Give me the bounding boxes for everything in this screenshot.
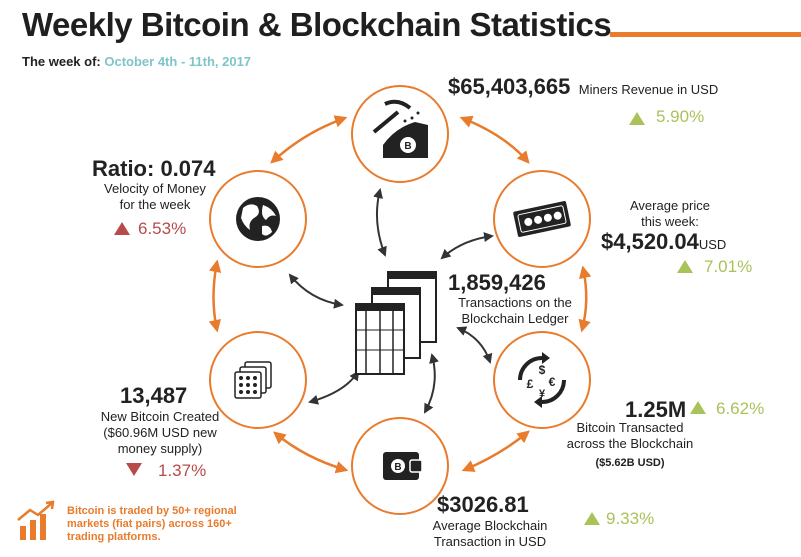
globe-icon [236, 197, 280, 241]
ring-arrow-avgtx-newcoins [273, 431, 349, 474]
newcoins-down-triangle [126, 463, 142, 476]
price-up-triangle [677, 260, 693, 273]
transacted-sub: ($5.62B USD) [595, 457, 665, 469]
velocity-value: Ratio: 0.074 [92, 156, 216, 181]
newcoins-value: 13,487 [120, 383, 188, 408]
spoke-arrow-avgtx [424, 353, 439, 414]
ring-arrow-newcoins-velocity [208, 259, 222, 333]
coin-stacks-icon [234, 361, 272, 399]
center-value: 1,859,426 [448, 270, 546, 295]
price-value: $4,520.04 [601, 229, 699, 254]
newcoins-label-line2: ($60.96M USD new [103, 425, 217, 440]
currency-exchange-icon: $ £ € ¥ [518, 352, 566, 408]
velocity-label-line2: for the week [119, 197, 191, 212]
transacted-label-line1: Bitcoin Transacted [576, 420, 684, 435]
ring-arrow-miners-price [459, 115, 530, 164]
miners-value: $65,403,665 [448, 74, 571, 99]
change-triangles [114, 112, 706, 525]
ring-arrow-transacted-avgtx [461, 430, 530, 472]
svg-text:¥: ¥ [539, 388, 546, 400]
transacted-up-triangle [690, 401, 706, 414]
footnote: Bitcoin is traded by 50+ regional market… [67, 505, 237, 543]
spoke-arrow-miners [373, 188, 387, 257]
transacted-value: 1.25M [625, 397, 687, 422]
avgtx-label: Average Blockchain Transaction in USD [415, 518, 565, 550]
velocity-label-line1: Velocity of Money [104, 181, 206, 196]
mining-pickaxe-icon: B [372, 99, 428, 158]
week-line: The week of: October 4th - 11th, 2017 [22, 54, 251, 69]
newcoins-change: 1.37% [158, 461, 207, 480]
center-label-line2: Blockchain Ledger [461, 311, 569, 326]
svg-text:B: B [404, 141, 411, 152]
miners-stat: $65,403,665 Miners Revenue in USD [448, 74, 718, 100]
price-label-line2: this week: [641, 214, 699, 229]
spoke-arrows [288, 188, 494, 414]
spoke-arrow-newcoins [308, 370, 360, 405]
svg-text:£: £ [527, 377, 534, 391]
ring-arrow-price-transacted [578, 265, 592, 333]
price-stat: $4,520.04USD [601, 229, 726, 255]
page-title: Weekly Bitcoin & Blockchain Statistics [22, 6, 612, 43]
wallet-icon: B [383, 452, 423, 480]
avgtx-change: 9.33% [606, 509, 655, 528]
avgtx-value: $3026.81 [437, 492, 529, 517]
miners-up-triangle [629, 112, 645, 125]
newcoins-label-line3: money supply) [117, 441, 203, 456]
avgtx-up-triangle [584, 512, 600, 525]
price-label-line1: Average price [630, 198, 710, 213]
spoke-arrow-velocity [288, 273, 344, 309]
svg-text:€: € [549, 375, 556, 389]
spoke-arrow-price [440, 232, 494, 260]
miners-change: 5.90% [656, 107, 705, 126]
week-dates: October 4th - 11th, 2017 [104, 54, 252, 69]
price-unit: USD [698, 237, 727, 252]
price-label: Average price this week: [600, 198, 740, 230]
svg-text:B: B [394, 462, 401, 473]
ring-arrow-velocity-miners [270, 115, 348, 164]
avgtx-label-line1: Average Blockchain [432, 518, 548, 533]
velocity-change: 6.53% [138, 219, 187, 238]
transacted-label-line2: across the Blockchain [566, 436, 694, 451]
week-label: The week of: [22, 54, 101, 69]
center-label: Transactions on the Blockchain Ledger [440, 295, 590, 327]
svg-text:$: $ [539, 363, 546, 377]
growth-chart-icon [17, 500, 55, 540]
newcoins-label-line1: New Bitcoin Created [100, 409, 220, 424]
velocity-label: Velocity of Money for the week [75, 181, 235, 213]
miners-label: Miners Revenue in USD [578, 82, 719, 97]
transacted-label: Bitcoin Transacted across the Blockchain… [555, 420, 705, 471]
spoke-arrow-transacted [456, 326, 493, 364]
velocity-up-triangle [114, 222, 130, 235]
avgtx-label-line2: Transaction in USD [433, 534, 547, 549]
title-rule [610, 32, 801, 37]
newcoins-label: New Bitcoin Created ($60.96M USD new mon… [85, 409, 235, 457]
ring-arrows [208, 115, 592, 474]
ledger-icon [355, 271, 437, 375]
center-label-line1: Transactions on the [458, 295, 572, 310]
transacted-change: 6.62% [716, 399, 765, 418]
price-change: 7.01% [704, 257, 753, 276]
banknotes-icon [513, 201, 571, 237]
transacted-circle [493, 331, 591, 429]
